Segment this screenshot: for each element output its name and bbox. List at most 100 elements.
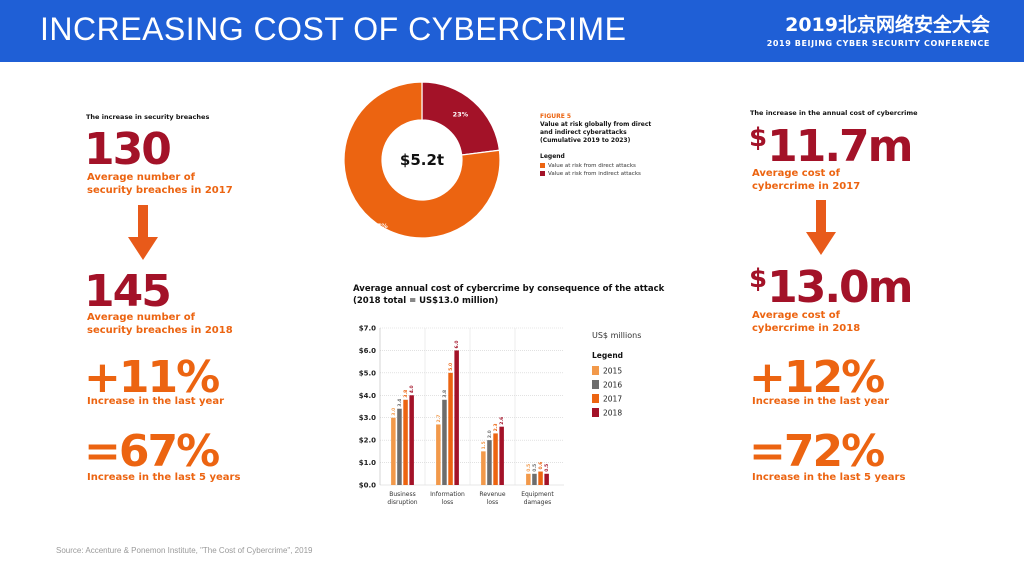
cost-change-5y-label: Increase in the last 5 years — [752, 472, 906, 483]
source-note: Source: Accenture & Ponemon Institute, "… — [56, 546, 313, 555]
figure-label: FIGURE 5 — [540, 113, 572, 120]
legend-label: 2016 — [603, 381, 622, 390]
legend-swatch — [540, 163, 545, 168]
bar-value-label: 5.0 — [448, 363, 454, 371]
bar-value-label: 2.7 — [436, 414, 442, 422]
donut-slice-label: 77% — [372, 222, 388, 230]
bar-value-label: 3.8 — [403, 390, 409, 398]
x-tick-label: damages — [524, 499, 552, 506]
bar — [499, 426, 504, 485]
legend-title: Legend — [592, 351, 623, 360]
bar-chart-title-line: Average annual cost of cybercrime by con… — [353, 284, 665, 294]
legend-swatch — [592, 408, 599, 417]
bar — [397, 408, 402, 485]
bar-value-label: 3.4 — [397, 399, 403, 407]
y-tick-label: $4.0 — [359, 392, 376, 400]
bar — [442, 399, 447, 485]
bar — [493, 433, 498, 485]
bar-value-label: 0.5 — [526, 464, 532, 472]
donut-chart: 23% 77% $5.2t — [343, 81, 501, 239]
donut-caption: FIGURE 5 Value at risk globally from dir… — [540, 113, 651, 145]
conference-name-cn: 2019北京网络安全大会 — [785, 14, 990, 36]
breaches-change-5y: =67% — [84, 426, 220, 477]
legend-swatch — [592, 394, 599, 403]
cost-change-5y: =72% — [749, 426, 885, 477]
y-tick-label: $6.0 — [359, 347, 376, 355]
cost-2017-amount: 11.7m — [767, 121, 913, 172]
donut-slice-label: 23% — [453, 110, 469, 118]
x-tick-label: Business — [389, 491, 415, 498]
cost-2018-value: $13.0m — [749, 264, 914, 310]
bar — [436, 424, 441, 485]
legend-label: Value at risk from indirect attacks — [548, 171, 641, 177]
x-tick-label: loss — [487, 499, 499, 506]
dollar-sign: $ — [749, 123, 768, 153]
bar-chart-subtitle: (2018 total = US$13.0 million) — [353, 296, 499, 306]
bar — [391, 417, 396, 485]
bar-value-label: 2.0 — [487, 430, 493, 438]
donut-slice — [421, 81, 501, 156]
cost-2017-value: $11.7m — [749, 123, 914, 169]
right-panel-caption: The increase in the annual cost of cyber… — [750, 109, 918, 117]
cost-2018-label: Average cost of cybercrime in 2018 — [752, 310, 861, 334]
legend-swatch — [540, 171, 545, 176]
breaches-2018-label: Average number of security breaches in 2… — [87, 312, 233, 336]
breaches-2017-label: Average number of security breaches in 2… — [87, 172, 233, 196]
cost-2018-amount: 13.0m — [767, 262, 913, 313]
bar-value-label: 3.8 — [442, 390, 448, 398]
bar — [532, 473, 537, 485]
bar — [544, 473, 549, 485]
breaches-change-year-label: Increase in the last year — [87, 396, 225, 407]
x-tick-label: disruption — [387, 499, 417, 506]
legend-label: 2017 — [603, 395, 622, 404]
breaches-2017-value: 130 — [84, 124, 172, 175]
bar-chart-title: Average annual cost of cybercrime by con… — [353, 283, 664, 307]
donut-slice — [343, 81, 501, 239]
bar-value-label: 2.6 — [499, 417, 505, 425]
conference-name-en: 2019 BEIJING CYBER SECURITY CONFERENCE — [766, 39, 990, 48]
x-tick-label: Equipment — [521, 491, 554, 498]
bar-value-label: 2.3 — [493, 423, 499, 431]
bar-value-label: 0.5 — [544, 464, 550, 472]
x-tick-label: loss — [442, 499, 454, 506]
dollar-sign: $ — [749, 264, 768, 294]
y-tick-label: $1.0 — [359, 459, 376, 467]
bar — [526, 473, 531, 485]
bar — [448, 372, 453, 485]
y-tick-label: $3.0 — [359, 414, 376, 422]
caption-line: (Cumulative 2019 to 2023) — [540, 137, 631, 144]
down-arrow-icon — [128, 205, 158, 260]
breaches-2018-value: 145 — [84, 266, 172, 317]
bar-value-label: 4.0 — [409, 385, 415, 393]
bar — [538, 471, 543, 485]
legend-swatch — [592, 380, 599, 389]
x-tick-label: Information — [430, 491, 465, 498]
bar — [487, 440, 492, 485]
legend-label: 2018 — [603, 409, 622, 418]
x-tick-label: Revenue — [479, 491, 505, 498]
caption-line: Value at risk globally from direct — [540, 121, 652, 128]
donut-center-label: $5.2t — [400, 151, 444, 169]
y-tick-label: $0.0 — [359, 482, 376, 490]
donut-legend-title: Legend — [540, 153, 565, 160]
breaches-change-year: +11% — [84, 352, 220, 403]
bar — [454, 350, 459, 485]
page-title: INCREASING COST OF CYBERCRIME — [40, 11, 627, 47]
bar-value-label: 0.6 — [538, 462, 544, 470]
bar — [409, 395, 414, 485]
bar — [481, 451, 486, 485]
legend-label: 2015 — [603, 367, 622, 376]
bar — [403, 399, 408, 485]
caption-line: and indirect cyberattacks — [540, 129, 627, 136]
bar-value-label: 3.0 — [391, 408, 397, 416]
bar-chart: $0.0$1.0$2.0$3.0$4.0$5.0$6.0$7.03.03.43.… — [359, 325, 642, 507]
y-tick-label: $5.0 — [359, 369, 376, 377]
breaches-change-5y-label: Increase in the last 5 years — [87, 472, 241, 483]
legend-label: Value at risk from direct attacks — [548, 163, 636, 169]
legend-swatch — [592, 366, 599, 375]
bar-value-label: 1.5 — [481, 441, 487, 449]
y-tick-label: $7.0 — [359, 325, 376, 333]
donut-legend-direct: Value at risk from direct attacks — [540, 163, 636, 169]
cost-change-year: +12% — [749, 352, 885, 403]
left-panel-caption: The increase in security breaches — [86, 113, 210, 121]
